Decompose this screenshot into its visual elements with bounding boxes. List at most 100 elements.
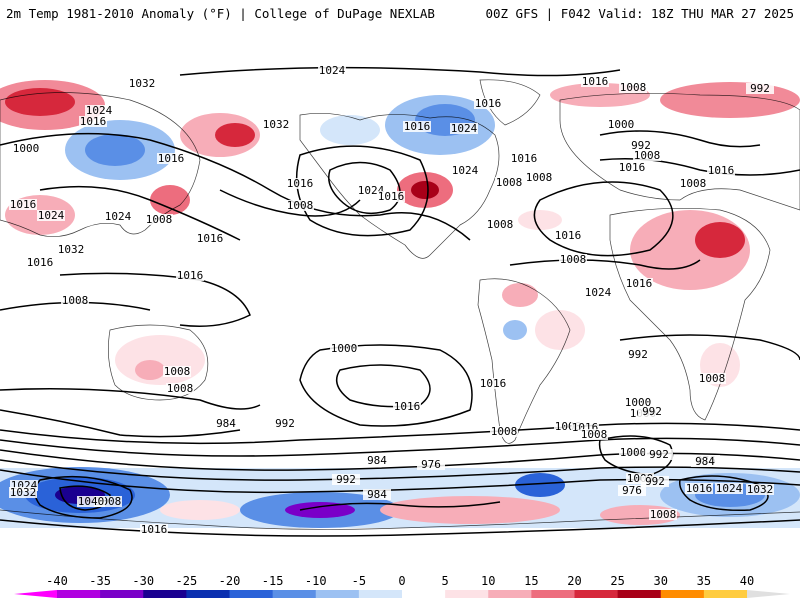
isobar-label-background xyxy=(77,496,105,507)
isobar-label-background xyxy=(363,455,391,466)
isobar-label: 1008 xyxy=(581,428,608,441)
colorbar-tick-label: -10 xyxy=(305,574,327,588)
isobar-label-background xyxy=(286,200,314,211)
isobar-label: 1016 xyxy=(511,152,538,165)
colorbar-swatch xyxy=(57,590,101,598)
colorbar-tick-label: 20 xyxy=(567,574,581,588)
colorbar-tick-label: -40 xyxy=(46,574,68,588)
isobar-label-background xyxy=(624,397,652,408)
colorbar-swatch xyxy=(617,590,662,598)
colorbar-tick-label: -5 xyxy=(352,574,366,588)
colorbar-swatch xyxy=(315,590,360,598)
isobar-label-background xyxy=(618,485,646,496)
isobar-label: 1016 xyxy=(555,229,582,242)
isobar-label-background xyxy=(474,98,502,109)
isobar-label-background xyxy=(9,487,37,498)
isobar-label-background xyxy=(641,476,669,487)
isobar-label-background xyxy=(627,140,655,151)
colorbar-tick-label: -15 xyxy=(262,574,284,588)
colorbar-tick-label: 0 xyxy=(398,574,405,588)
isobar-label: 1000 xyxy=(620,446,647,459)
isobar-label-background xyxy=(624,349,652,360)
isobar-label-background xyxy=(79,116,107,127)
model-run-info: 00Z GFS | F042 Valid: 18Z THU MAR 27 202… xyxy=(485,6,794,21)
colorbar-swatch xyxy=(358,590,403,598)
colorbar-swatch xyxy=(229,590,274,598)
isobar-label-background xyxy=(85,105,113,116)
isobar-label-background xyxy=(166,383,194,394)
colorbar-swatch xyxy=(574,590,619,598)
isobar-label-background xyxy=(625,278,653,289)
isobar-label-background xyxy=(691,456,719,467)
isobar-label: 1000 xyxy=(608,118,635,131)
isobar-label-background xyxy=(163,366,191,377)
isobar-label: 976 xyxy=(421,458,441,471)
isobar-label-background xyxy=(9,199,37,210)
isobar-label: 1008 xyxy=(526,171,553,184)
isobar-label-background xyxy=(10,480,38,491)
isobar-label: 1024 xyxy=(319,64,346,77)
isobar-label: 1016 xyxy=(10,198,37,211)
isobar-label-background xyxy=(495,177,523,188)
isobar-label: 1040 xyxy=(78,495,105,508)
isobar-label-background xyxy=(607,119,635,130)
isobar-label-background xyxy=(715,483,743,494)
isobar-label: 1016 xyxy=(80,115,107,128)
isobar-label: 1008 xyxy=(487,218,514,231)
isobar-label-background xyxy=(286,178,314,189)
colorbar-tick-label: -20 xyxy=(219,574,241,588)
isobar-label-background xyxy=(403,121,431,132)
isobar-label: 992 xyxy=(336,473,356,486)
isobar-label: 1024 xyxy=(105,210,132,223)
isobar-label: 1024 xyxy=(86,104,113,117)
isobar-label: 984 xyxy=(367,488,387,501)
isobar-label: 1024 xyxy=(585,286,612,299)
isobar-label: 1008 xyxy=(699,372,726,385)
isobar-label-background xyxy=(363,489,391,500)
isobar-label-background xyxy=(262,119,290,130)
isobar-label: 1008 xyxy=(146,213,173,226)
temperature-anomaly-colorbar: -40 -35 -30 -25 -20 -15 -10 -5 0 5 10 15 20 25 30 35 40 xyxy=(14,574,790,598)
colorbar-swatch xyxy=(402,590,446,598)
isobar-label-background xyxy=(698,373,726,384)
isobar-label-background xyxy=(196,233,224,244)
isobar-label: 984 xyxy=(367,454,387,467)
isobar-label: 1008 xyxy=(491,425,518,438)
isobar-label-background xyxy=(584,287,612,298)
isobar-label-background xyxy=(450,123,478,134)
isobar-label: 1016 xyxy=(197,232,224,245)
isobar-label: 1024 xyxy=(451,122,478,135)
isobar-label: 1016 xyxy=(158,152,185,165)
map-title: 2m Temp 1981-2010 Anomaly (°F) | College… xyxy=(6,6,435,21)
isobar-label-background xyxy=(571,422,599,433)
isobar-label: 976 xyxy=(622,484,642,497)
colorbar-tick-label: -25 xyxy=(176,574,198,588)
isobar-label: 1024 xyxy=(716,482,743,495)
colorbar-tick-label: 40 xyxy=(740,574,754,588)
isobar-label-background xyxy=(618,162,646,173)
isobar-label: 1032 xyxy=(58,243,85,256)
isobar-label-background xyxy=(619,82,647,93)
isobar-label: 992 xyxy=(628,348,648,361)
isobar-label: 1016 xyxy=(404,120,431,133)
isobar-label-background xyxy=(554,230,582,241)
isobar-label-background xyxy=(377,191,405,202)
colorbar-swatch xyxy=(100,590,144,598)
isobar-label-background xyxy=(645,449,673,460)
isobar-label: 1016 xyxy=(287,177,314,190)
colorbar-swatch xyxy=(531,590,575,598)
isobar-label-background xyxy=(525,172,553,183)
isobar-label-background xyxy=(580,429,608,440)
isobar-label-background xyxy=(393,401,421,412)
colorbar-swatch xyxy=(143,590,187,598)
isobar-label-background xyxy=(559,254,587,265)
isobar-label-background xyxy=(417,459,445,470)
isobar-label-background xyxy=(61,295,89,306)
isobar-label: 1016 xyxy=(177,269,204,282)
isobar-label: 1032 xyxy=(263,118,290,131)
isobar-label: 1008 xyxy=(560,253,587,266)
colorbar-swatch xyxy=(660,590,705,598)
colorbar-tick-label: 35 xyxy=(697,574,711,588)
isobar-label-background xyxy=(486,219,514,230)
